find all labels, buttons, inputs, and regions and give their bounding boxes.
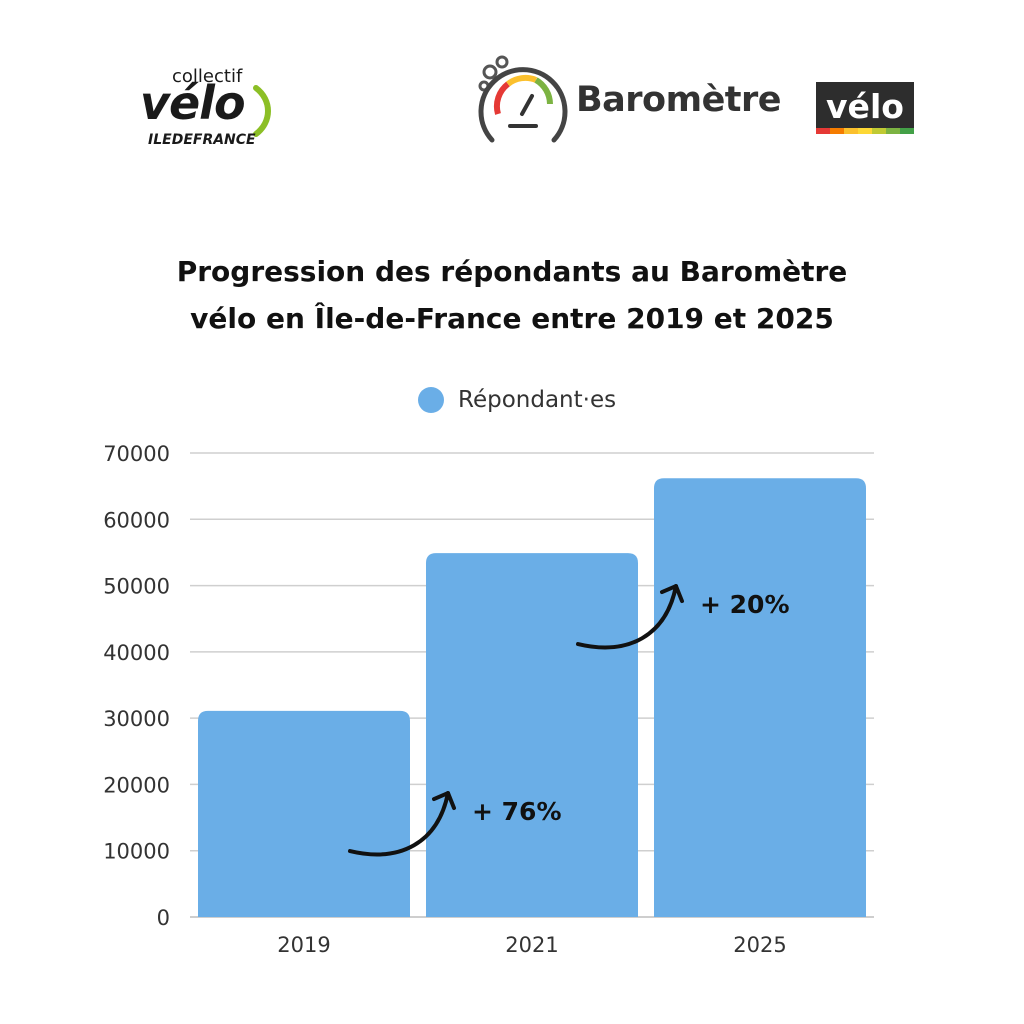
y-tick-label: 60000: [103, 508, 170, 532]
bar-2021: [426, 553, 638, 917]
chart-title-line-2: vélo en Île-de-France entre 2019 et 2025: [190, 302, 834, 335]
y-tick-label: 0: [157, 906, 170, 930]
barometre-velo-logo: Baromètre vélo: [474, 52, 934, 157]
y-tick-label: 20000: [103, 773, 170, 797]
logo-region-word: ILEDEFRANCE: [148, 132, 256, 148]
x-tick-label: 2019: [277, 933, 330, 957]
y-tick-label: 10000: [103, 840, 170, 864]
x-tick-label: 2021: [505, 933, 558, 957]
logo-barometre-word: Baromètre: [576, 80, 782, 120]
growth-annotation-label: + 76%: [472, 797, 562, 826]
y-tick-label: 30000: [103, 707, 170, 731]
x-tick-label: 2025: [733, 933, 786, 957]
logo-color-stripes: [816, 128, 914, 134]
growth-arrow: [576, 584, 678, 650]
logo-collectif-word: collectif: [172, 66, 243, 87]
logo-velo-tag-text: vélo: [826, 87, 904, 126]
y-tick-label: 70000: [103, 442, 170, 466]
growth-annotation-label: + 20%: [700, 590, 790, 619]
growth-arrow-head: [660, 584, 684, 604]
growth-arrow: [348, 791, 450, 857]
logo-velo-word: vélo: [140, 76, 246, 130]
gauge-icon: [478, 55, 568, 143]
collectif-velo-logo: collectif vélo ILEDEFRANCE: [132, 52, 292, 152]
chart-title-line-1: Progression des répondants au Baromètre: [176, 255, 848, 288]
bar-2025: [654, 478, 866, 917]
legend-label: Répondant·es: [458, 387, 617, 413]
bar-2019: [198, 710, 410, 917]
chart-title: Progression des répondants au Baromètre …: [60, 248, 964, 342]
growth-arrow-head: [432, 791, 456, 811]
y-tick-label: 40000: [103, 641, 170, 665]
legend-swatch: [418, 387, 444, 413]
logo-accent-arc-icon: [253, 85, 271, 137]
chart-legend: Répondant·es: [418, 382, 616, 418]
y-tick-label: 50000: [103, 575, 170, 599]
logo-velo-tag: vélo: [816, 82, 914, 134]
